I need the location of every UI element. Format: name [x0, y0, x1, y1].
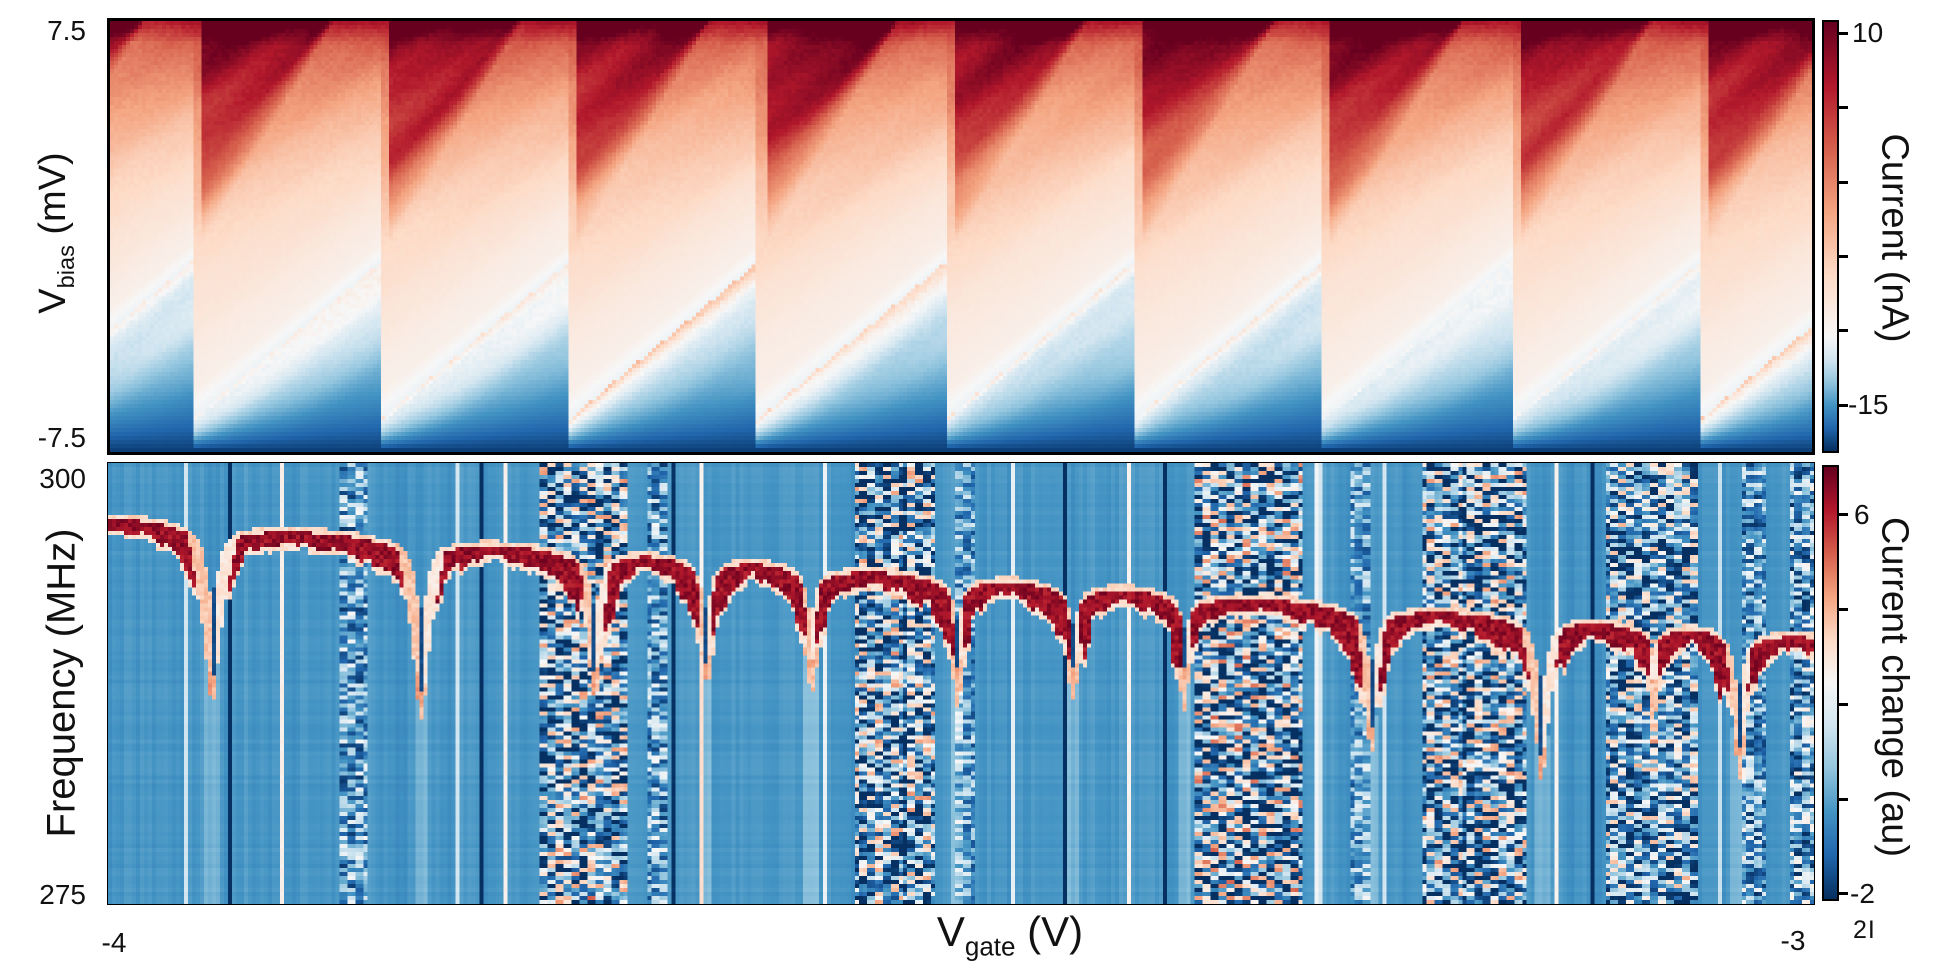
- gate-axis-label: Vgate (V): [835, 908, 1185, 962]
- current-colorbar-gradient: [1824, 22, 1837, 451]
- colorbar-tick-mark: [1839, 797, 1848, 801]
- bias-axis-label-unit: (mV): [32, 152, 75, 246]
- bias-axis-label-subscript: bias: [52, 245, 79, 289]
- gate-axis-label-unit: (V): [1015, 908, 1084, 955]
- resonator-frequency-heatmap: [107, 462, 1815, 905]
- gate-axis-label-subscript: gate: [964, 931, 1016, 962]
- current-change-colorbar-label: Current change (au): [1873, 516, 1916, 858]
- corner-annotation-text: 2I: [1853, 916, 1876, 944]
- current-colorbar: [1822, 20, 1839, 453]
- current-change-colorbar-tick-top: 6: [1854, 499, 1870, 530]
- colorbar-tick-mark: [1839, 513, 1848, 517]
- colorbar-tick-mark: [1839, 31, 1848, 35]
- current-colorbar-tick-bottom: -15: [1848, 389, 1889, 420]
- current-colorbar-label: Current (nA): [1873, 133, 1916, 343]
- gate-axis-label-symbol: V: [936, 908, 965, 955]
- current-colorbar-tick-top: 10: [1852, 17, 1884, 48]
- frequency-axis-label: Frequency (MHz): [39, 528, 84, 838]
- current-change-colorbar: [1822, 465, 1839, 901]
- colorbar-tick-mark: [1839, 892, 1848, 896]
- bias-axis-label-symbol: V: [32, 288, 75, 314]
- colorbar-tick-mark: [1839, 255, 1848, 259]
- colorbar-tick-mark: [1839, 403, 1848, 407]
- bias-current-heatmap: [107, 18, 1815, 455]
- current-change-colorbar-gradient: [1824, 467, 1837, 899]
- colorbar-tick-mark: [1839, 106, 1848, 110]
- gate-axis-tick-left: -4: [101, 927, 127, 958]
- current-change-colorbar-tick-bottom: -2: [1850, 878, 1875, 909]
- colorbar-tick-mark: [1839, 608, 1848, 612]
- gate-axis-tick-right: -3: [1780, 925, 1806, 956]
- colorbar-tick-mark: [1839, 180, 1848, 184]
- bias-axis-tick-bottom: -7.5: [37, 422, 86, 453]
- colorbar-tick-mark: [1839, 329, 1848, 333]
- bias-axis-tick-top: 7.5: [47, 15, 86, 46]
- frequency-axis-tick-bottom: 275: [39, 879, 86, 910]
- frequency-axis-tick-top: 300: [39, 463, 86, 494]
- colorbar-tick-mark: [1839, 702, 1848, 706]
- bias-axis-label: Vbias (mV): [32, 152, 80, 313]
